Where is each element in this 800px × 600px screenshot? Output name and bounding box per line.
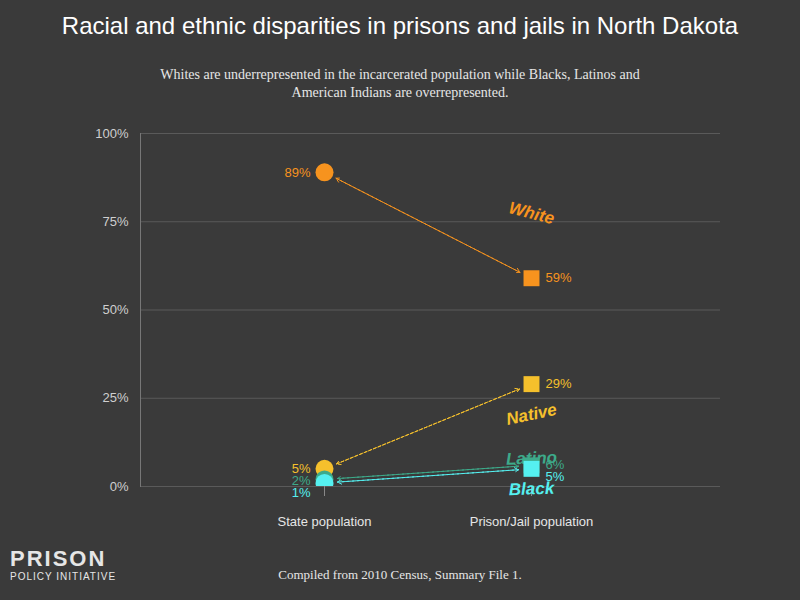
svg-text:50%: 50% xyxy=(102,302,128,317)
svg-text:Black: Black xyxy=(508,478,555,500)
html-text:Racial and ethnic disparities: Racial and ethnic disparities in prisons… xyxy=(61,12,739,39)
svg-text:59%: 59% xyxy=(546,270,572,285)
svg-text:Latino: Latino xyxy=(505,448,558,469)
svg-text:29%: 29% xyxy=(546,376,572,391)
svg-text:White: White xyxy=(507,198,557,228)
svg-text:Prison/Jail population: Prison/Jail population xyxy=(470,514,594,529)
html-text:PRISON: PRISON xyxy=(10,546,107,571)
svg-text:0%: 0% xyxy=(110,479,129,494)
svg-text:1%: 1% xyxy=(292,485,311,500)
html-text:POLICY INITIATIVE: POLICY INITIATIVE xyxy=(10,571,117,582)
svg-text:5%: 5% xyxy=(546,469,565,484)
svg-text:6%: 6% xyxy=(545,457,565,473)
svg-text:State population: State population xyxy=(278,514,372,529)
svg-text:100%: 100% xyxy=(95,126,129,141)
svg-text:75%: 75% xyxy=(102,214,128,229)
svg-text:2%: 2% xyxy=(291,473,311,488)
html-text:Compiled from 2010 Census, Sum: Compiled from 2010 Census, Summary File … xyxy=(278,567,522,582)
html-text:Whites are underrepresented in: Whites are underrepresented in the incar… xyxy=(160,67,640,100)
svg-text:Native: Native xyxy=(505,400,559,429)
svg-text:25%: 25% xyxy=(102,390,128,405)
svg-text:5%: 5% xyxy=(291,461,311,476)
svg-text:89%: 89% xyxy=(284,164,310,179)
